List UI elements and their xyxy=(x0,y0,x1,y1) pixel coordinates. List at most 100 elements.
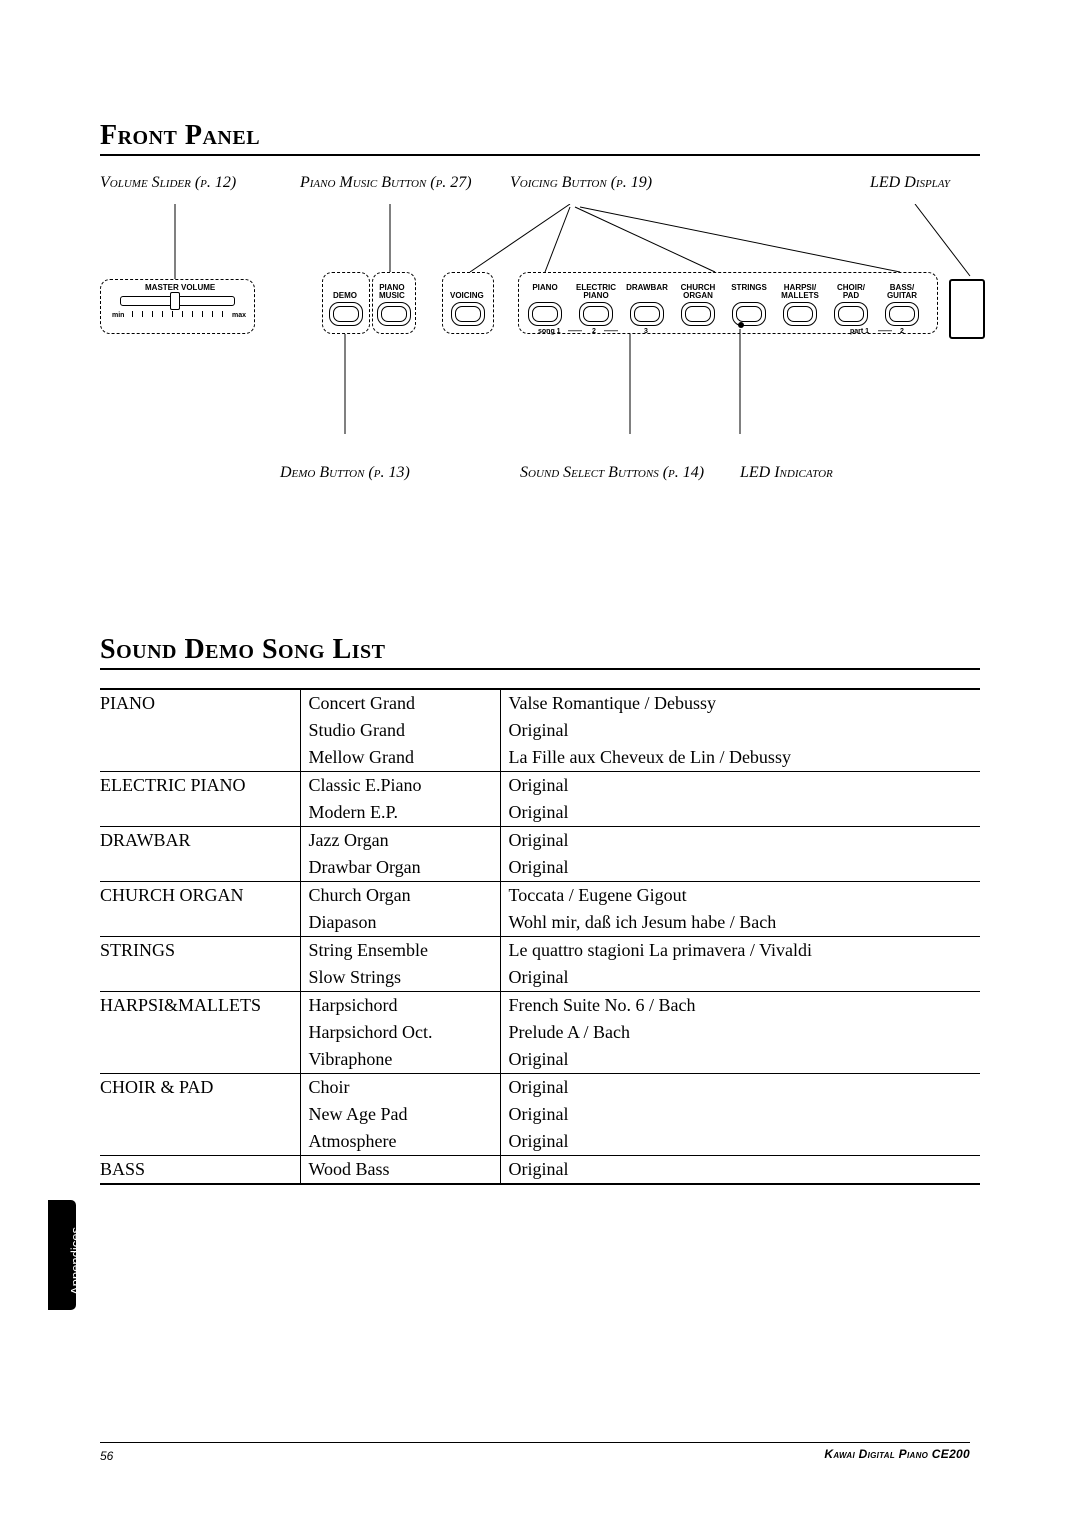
max-label: max xyxy=(232,312,246,319)
table-song: Prelude A / Bach xyxy=(500,1019,980,1046)
table-sound: Church Organ xyxy=(300,882,500,910)
table-song: La Fille aux Cheveux de Lin / Debussy xyxy=(500,744,980,772)
table-song: Valse Romantique / Debussy xyxy=(500,689,980,717)
sound-label: STRINGS xyxy=(727,284,771,292)
table-song: Original xyxy=(500,854,980,882)
min-label: min xyxy=(112,312,124,319)
sound-label: ELECTRIC PIANO xyxy=(574,284,618,300)
table-song: Original xyxy=(500,827,980,855)
sound-button-shape xyxy=(579,302,613,326)
volume-slider-knob xyxy=(170,292,180,310)
table-song: French Suite No. 6 / Bach xyxy=(500,992,980,1020)
table-sound: Mellow Grand xyxy=(300,744,500,772)
table-song: Original xyxy=(500,772,980,800)
table-song: Original xyxy=(500,717,980,744)
table-category: BASS xyxy=(100,1156,300,1185)
table-category xyxy=(100,1128,300,1156)
part1-label: part 1 xyxy=(850,328,869,335)
led-indicator-dot xyxy=(738,322,744,328)
label-piano-music-button: Piano Music Button (p. 27) xyxy=(300,174,472,192)
sound-button-shape xyxy=(885,302,919,326)
side-tab: Appendices xyxy=(48,1200,76,1310)
label-led-display: LED Display xyxy=(870,174,950,192)
sound-label: DRAWBAR xyxy=(625,284,669,292)
label-volume-slider: Volume Slider (p. 12) xyxy=(100,174,236,192)
table-song: Original xyxy=(500,1101,980,1128)
table-sound: Choir xyxy=(300,1074,500,1102)
table-category: ELECTRIC PIANO xyxy=(100,772,300,800)
sound-button-shape xyxy=(783,302,817,326)
side-tab-label: Appendices xyxy=(68,1227,83,1295)
table-sound: Diapason xyxy=(300,909,500,937)
table-category xyxy=(100,1101,300,1128)
sound-button-shape xyxy=(681,302,715,326)
table-sound: String Ensemble xyxy=(300,937,500,965)
top-label-row: Volume Slider (p. 12) Piano Music Button… xyxy=(100,174,980,204)
master-volume-label: MASTER VOLUME xyxy=(145,284,215,292)
table-song: Wohl mir, daß ich Jesum habe / Bach xyxy=(500,909,980,937)
sound-demo-song-table: PIANOConcert GrandValse Romantique / Deb… xyxy=(100,688,980,1185)
sound-button-shape xyxy=(528,302,562,326)
part2-label: 2 xyxy=(900,328,904,335)
table-sound: Concert Grand xyxy=(300,689,500,717)
table-category xyxy=(100,799,300,827)
section-title-sound-demo: Sound Demo Song List xyxy=(100,634,980,670)
table-category xyxy=(100,1019,300,1046)
table-song: Original xyxy=(500,1046,980,1074)
table-sound: Jazz Organ xyxy=(300,827,500,855)
table-song: Original xyxy=(500,1156,980,1185)
piano-music-label: PIANO MUSIC xyxy=(379,284,405,300)
sound-button-shape xyxy=(630,302,664,326)
table-category xyxy=(100,909,300,937)
label-sound-select-buttons: Sound Select Buttons (p. 14) xyxy=(520,464,704,482)
table-sound: Slow Strings xyxy=(300,964,500,992)
table-song: Original xyxy=(500,799,980,827)
table-song: Toccata / Eugene Gigout xyxy=(500,882,980,910)
table-sound: Atmosphere xyxy=(300,1128,500,1156)
table-sound: Modern E.P. xyxy=(300,799,500,827)
sound-button-shape xyxy=(834,302,868,326)
song1-label: song 1 xyxy=(538,328,561,335)
section-title-front-panel: Front Panel xyxy=(100,120,980,156)
footer-title: Kawai Digital Piano CE200 xyxy=(824,1447,970,1461)
bottom-label-row: Demo Button (p. 13) Sound Select Buttons… xyxy=(100,464,980,494)
table-sound: Wood Bass xyxy=(300,1156,500,1185)
label-voicing-button: Voicing Button (p. 19) xyxy=(510,174,652,192)
song2-label: 2 xyxy=(592,328,596,335)
table-category: HARPSI&MALLETS xyxy=(100,992,300,1020)
table-category: DRAWBAR xyxy=(100,827,300,855)
label-demo-button: Demo Button (p. 13) xyxy=(280,464,410,482)
voicing-label: VOICING xyxy=(450,292,484,300)
table-sound: Vibraphone xyxy=(300,1046,500,1074)
table-sound: Drawbar Organ xyxy=(300,854,500,882)
table-category: CHOIR & PAD xyxy=(100,1074,300,1102)
label-led-indicator: LED Indicator xyxy=(740,464,833,482)
table-sound: Harpsichord Oct. xyxy=(300,1019,500,1046)
demo-button-shape xyxy=(329,302,363,326)
sound-label: HARPSI/ MALLETS xyxy=(778,284,822,300)
table-sound: Harpsichord xyxy=(300,992,500,1020)
sound-label: PIANO xyxy=(523,284,567,292)
table-song: Original xyxy=(500,1128,980,1156)
table-category xyxy=(100,1046,300,1074)
table-song: Le quattro stagioni La primavera / Vival… xyxy=(500,937,980,965)
table-category xyxy=(100,717,300,744)
voicing-button-shape xyxy=(451,302,485,326)
piano-music-button-shape xyxy=(377,302,411,326)
page-number: 56 xyxy=(100,1449,113,1463)
table-sound: New Age Pad xyxy=(300,1101,500,1128)
table-song: Original xyxy=(500,1074,980,1102)
table-sound: Studio Grand xyxy=(300,717,500,744)
front-panel-diagram: MASTER VOLUME min max DEMO PIANO MUSIC V… xyxy=(100,204,980,404)
led-display-box xyxy=(949,279,985,339)
table-sound: Classic E.Piano xyxy=(300,772,500,800)
song3-label: 3 xyxy=(644,328,648,335)
table-category: CHURCH ORGAN xyxy=(100,882,300,910)
sound-label: BASS/ GUITAR xyxy=(880,284,924,300)
sound-select-group xyxy=(518,272,938,334)
table-category xyxy=(100,744,300,772)
demo-label: DEMO xyxy=(333,292,357,300)
sound-label: CHOIR/ PAD xyxy=(829,284,873,300)
page-footer: 56 Kawai Digital Piano CE200 xyxy=(100,1442,970,1465)
table-category xyxy=(100,964,300,992)
